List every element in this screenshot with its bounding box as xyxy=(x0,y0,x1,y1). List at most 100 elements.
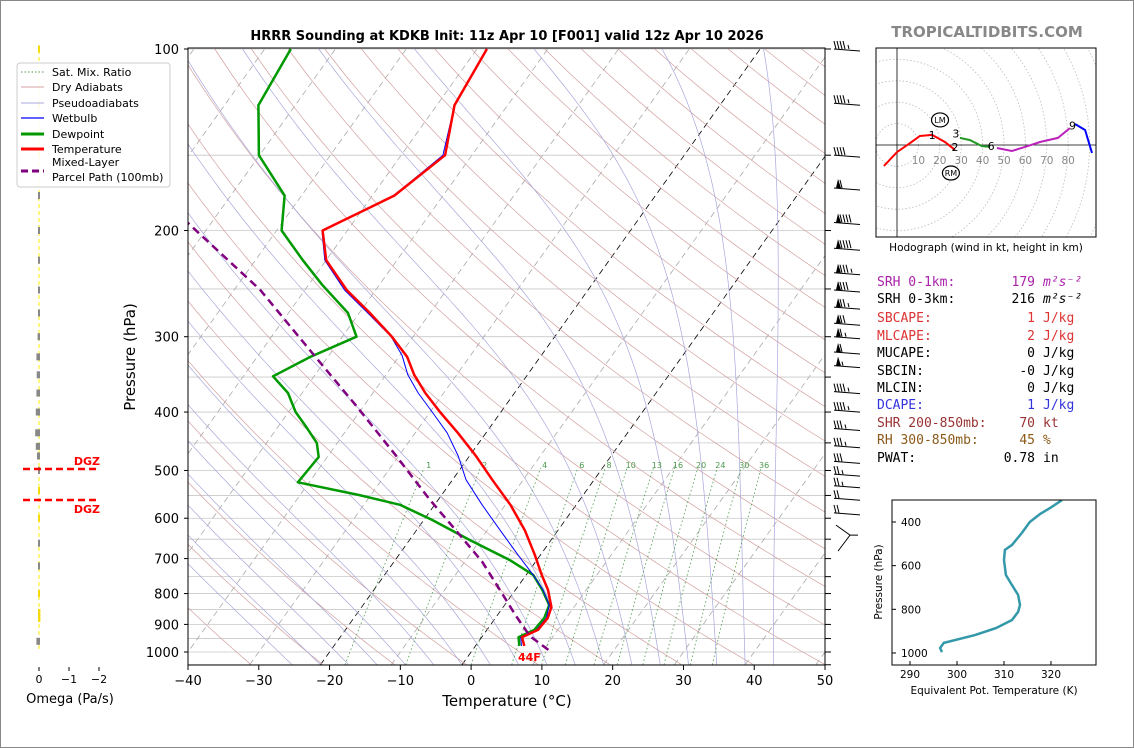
pseudoadiabat xyxy=(414,48,689,665)
legend-label: Pseudoadiabats xyxy=(52,97,139,110)
barb-feather xyxy=(833,437,837,446)
barb-staff xyxy=(833,187,861,191)
mixing-ratio-line xyxy=(690,467,742,665)
omega-axis-label: Omega (Pa/s) xyxy=(26,692,114,707)
mixing-ratio-label: 36 xyxy=(759,461,769,470)
mixing-ratio-line xyxy=(711,467,762,665)
isotherm xyxy=(744,552,825,665)
omega-bar xyxy=(38,562,40,570)
omega-bar xyxy=(38,466,40,474)
omega-bar xyxy=(37,452,40,460)
hodograph-ring-label: 40 xyxy=(976,155,989,167)
stat-label: RH 300-850mb: xyxy=(877,433,979,448)
barb-feather xyxy=(836,95,840,104)
legend-item: Mixed-Layer Parcel Path (100mb) xyxy=(21,156,163,184)
omega-bar xyxy=(38,590,40,598)
barb-feather xyxy=(845,281,849,291)
barb-feather xyxy=(839,401,843,411)
barb-half-feather xyxy=(844,424,847,429)
barb-feather xyxy=(836,465,840,475)
wind-barb xyxy=(833,263,861,276)
storm-motion-circle xyxy=(930,112,950,128)
dewpoint-trace xyxy=(257,48,551,647)
y-tick-label: 800 xyxy=(154,588,179,603)
barb-feather xyxy=(839,343,843,353)
x-tick-label: 0 xyxy=(467,674,475,689)
barb-flag xyxy=(836,327,841,337)
barb-feather xyxy=(842,281,846,291)
legend: Sat. Mix. Ratio Dry Adiabats Pseudoadiabat… xyxy=(16,62,171,188)
surface-temp-label: 44F xyxy=(518,651,541,664)
barb-half-feather xyxy=(844,441,847,446)
dry-adiabat xyxy=(251,48,825,550)
wind-barb xyxy=(833,314,861,326)
mixing-ratio-line xyxy=(470,467,542,665)
barb-flag xyxy=(836,314,841,324)
wind-barb xyxy=(833,401,861,413)
barb-feather xyxy=(836,147,840,156)
wind-barb xyxy=(835,524,858,552)
barb-flag xyxy=(836,298,841,308)
barb-staff xyxy=(833,409,861,413)
dry-adiabat xyxy=(397,48,825,407)
barb-feather xyxy=(836,383,840,392)
barb-feather xyxy=(839,214,843,223)
barb-feather xyxy=(839,147,843,156)
barb-staff xyxy=(833,336,861,340)
wind-barb xyxy=(833,477,861,489)
barb-staff xyxy=(833,512,861,516)
stat-value: 70 xyxy=(1019,416,1035,431)
stat-label: MLCIN: xyxy=(877,381,924,396)
hodograph-frame xyxy=(875,47,1097,238)
stat-unit: J/kg xyxy=(1043,311,1074,326)
pseudoadiabat xyxy=(188,504,349,665)
barb-feather xyxy=(845,240,849,249)
y-tick-label: 200 xyxy=(154,225,179,240)
barb-staff xyxy=(833,428,861,432)
hodograph-height-label: 2 xyxy=(951,141,958,154)
storm-motion-marker: LM xyxy=(930,112,950,128)
barb-staff xyxy=(833,445,861,449)
barb-feather xyxy=(836,420,840,429)
hodograph-ring-label: 60 xyxy=(1019,155,1032,167)
dry-adiabat xyxy=(214,48,825,587)
theta-e-y-label: Pressure (hPa) xyxy=(873,544,885,619)
x-tick-label: −20 xyxy=(316,674,343,689)
stat-row: MLCAPE: 2 J/kg xyxy=(877,329,1074,344)
pseudoadiabat xyxy=(188,364,463,665)
theta-e-x-tick-label: 290 xyxy=(900,669,920,681)
pseudoadiabat xyxy=(188,59,604,665)
wind-barb xyxy=(833,147,861,158)
x-tick-label: 20 xyxy=(604,674,621,689)
omega-bar xyxy=(37,333,40,341)
barb-staff xyxy=(833,272,861,276)
hodograph-ring-label: 20 xyxy=(933,155,946,167)
barb-feather xyxy=(842,214,846,223)
barb-feather xyxy=(836,40,840,50)
barb-flag xyxy=(836,342,841,352)
legend-label: Wetbulb xyxy=(52,112,97,125)
mixing-ratio-label: 30 xyxy=(739,461,749,470)
omega-bar xyxy=(38,539,40,547)
omega-bar xyxy=(38,286,40,294)
pseudoadiabat xyxy=(242,48,633,665)
barb-half-feather xyxy=(841,361,844,366)
mixing-ratio-label: 8 xyxy=(606,461,611,470)
barb-half-feather xyxy=(847,405,850,411)
y-tick-label: 400 xyxy=(154,406,179,421)
barb-feather xyxy=(836,453,840,462)
omega-bar xyxy=(35,429,40,437)
theta-e-x-tick-label: 300 xyxy=(947,669,967,681)
barb-staff xyxy=(833,485,861,489)
barb-feather xyxy=(833,40,837,50)
omega-tick-label: 0 xyxy=(36,673,43,686)
barb-feather xyxy=(839,95,843,104)
isotherm xyxy=(188,48,549,554)
barb-feather xyxy=(836,401,840,411)
dry-adiabat xyxy=(361,48,825,442)
hodograph-height-label: 1 xyxy=(929,129,936,142)
mixing-ratio-label: 13 xyxy=(652,461,662,470)
barb-flag xyxy=(836,356,841,366)
barb-flag xyxy=(836,178,841,188)
stat-unit: m²s⁻² xyxy=(1042,275,1082,290)
